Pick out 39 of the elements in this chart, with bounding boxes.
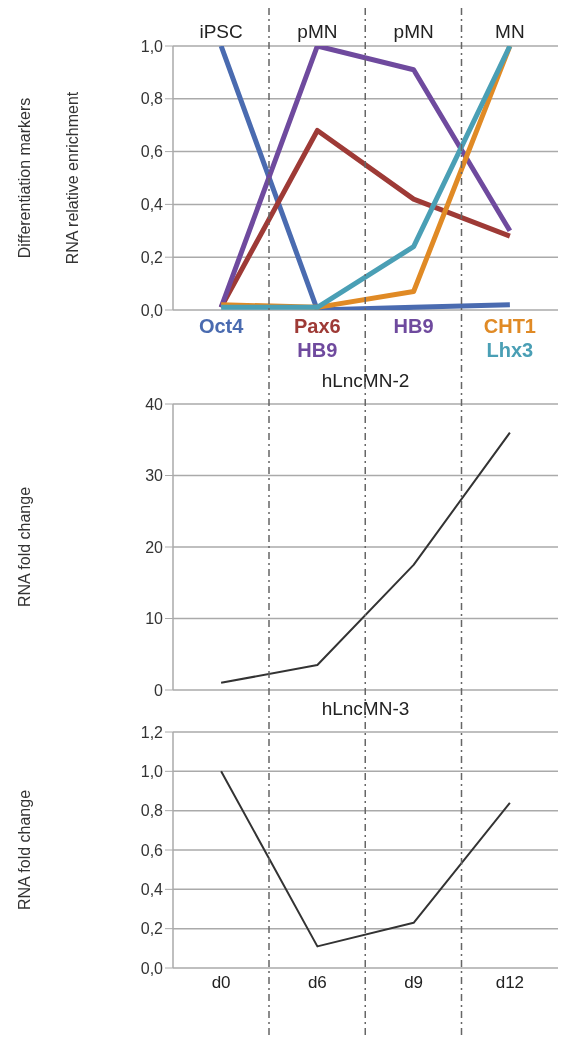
line-series (220, 431, 511, 684)
text: Oct4 (197, 314, 245, 338)
chart-title: hLncMN-2 (320, 370, 411, 393)
y-tick-label: 0 (154, 681, 164, 699)
y-tick-label: 0,4 (140, 196, 164, 214)
y-tick-label: 1,0 (140, 763, 164, 781)
text: HB9 (392, 314, 435, 338)
y-tick-label: 0,8 (140, 90, 164, 108)
y-tick-label: 0,2 (140, 248, 164, 266)
x-tick-label: d12 (495, 973, 525, 993)
y-axis-title: RNA fold change (16, 486, 33, 608)
y-tick-label: 0,8 (140, 802, 164, 820)
x-tick-label: d9 (404, 973, 424, 993)
y-tick-label: 0,6 (140, 841, 164, 859)
y-tick-label: 1,2 (140, 723, 164, 741)
y-tick-label: 20 (145, 538, 164, 556)
y-tick-label: 0,0 (140, 301, 164, 319)
y-tick-label: 0,4 (140, 881, 164, 899)
line-series (220, 770, 511, 948)
y-tick-label: 1,0 (140, 37, 164, 55)
y-tick-label: 40 (145, 395, 164, 413)
y-tick-label: 30 (145, 467, 164, 485)
y-tick-label: 10 (145, 610, 164, 628)
text: CHT1 (482, 314, 537, 338)
x-tick-label: d6 (307, 973, 327, 993)
y-axis-title: RNA fold change (16, 789, 33, 911)
x-tick-label: pMN (297, 21, 338, 42)
text: Differentiation markers RNA relative enrichment (16, 91, 81, 265)
y-tick-label: 0,6 (140, 143, 164, 161)
y-tick-label: 0,2 (140, 920, 164, 938)
x-tick-label: d0 (211, 973, 231, 993)
x-tick-label: iPSC (199, 21, 243, 42)
text: Pax6 (293, 314, 342, 338)
text: Lhx3 (485, 338, 535, 362)
text: HB9 (296, 338, 339, 362)
x-tick-label: pMN (393, 21, 434, 42)
x-tick-label: MN (495, 21, 525, 42)
chart-title: hLncMN-3 (320, 698, 411, 721)
y-tick-label: 0,0 (140, 959, 164, 977)
